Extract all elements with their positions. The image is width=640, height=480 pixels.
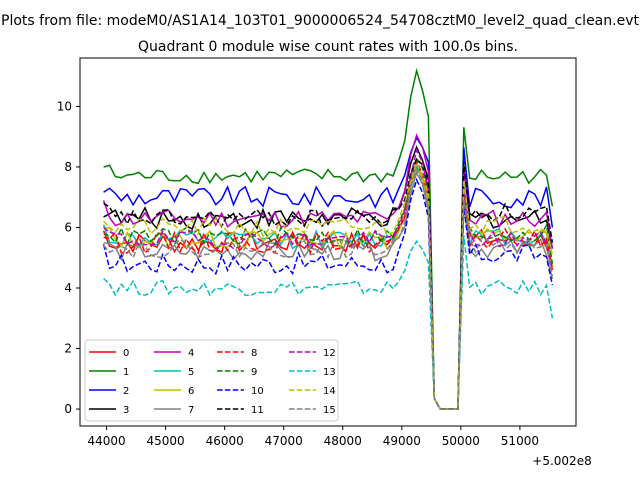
y-tick-label: 10: [57, 99, 72, 113]
series-line-2: [103, 136, 554, 410]
series-line-13: [103, 235, 554, 410]
legend-label-10: 10: [251, 386, 264, 397]
series-line-7: [103, 170, 554, 410]
legend-label-13: 13: [323, 367, 336, 378]
x-tick-label: 46000: [206, 434, 244, 448]
legend-label-9: 9: [251, 367, 257, 378]
x-offset-label: +5.002e8: [532, 454, 591, 468]
axes-frame: [79, 57, 577, 427]
x-axis: 44000 45000 46000 47000 48000 49000 50000 51000: [87, 426, 539, 448]
legend-label-6: 6: [188, 386, 194, 397]
legend-label-4: 4: [188, 348, 194, 359]
x-tick-label: 50000: [442, 434, 480, 448]
legend-label-11: 11: [251, 405, 264, 416]
legend-label-3: 3: [123, 405, 129, 416]
y-tick-label: 6: [64, 220, 72, 234]
series-line-12: [103, 147, 554, 410]
series-line-3: [103, 145, 554, 410]
y-tick-label: 4: [64, 281, 72, 295]
series-line-8: [103, 158, 554, 410]
plot-area: [102, 67, 554, 410]
y-tick-label: 8: [64, 160, 72, 174]
x-tick-label: 51000: [501, 434, 539, 448]
legend-label-12: 12: [323, 348, 336, 359]
legend-label-5: 5: [188, 367, 194, 378]
chart-title: Quadrant 0 module wise count rates with …: [138, 39, 518, 55]
y-axis: 0 2 4 6 8 10: [57, 99, 80, 416]
series-line-15: [103, 167, 554, 410]
series-line-1: [103, 67, 554, 410]
legend-box: [84, 339, 339, 422]
y-tick-label: 0: [64, 402, 72, 416]
legend-label-14: 14: [323, 386, 336, 397]
legend-label-0: 0: [123, 348, 129, 359]
chart-suptitle: Plots from file: modeM0/AS1A14_103T01_90…: [1, 13, 639, 29]
legend-label-8: 8: [251, 348, 257, 359]
legend-label-7: 7: [188, 405, 194, 416]
x-tick-label: 48000: [324, 434, 362, 448]
legend-label-1: 1: [123, 367, 129, 378]
series-line-11: [103, 157, 554, 410]
y-tick-label: 2: [64, 342, 72, 356]
legend-label-15: 15: [323, 405, 336, 416]
x-tick-label: 44000: [87, 434, 125, 448]
legend-label-2: 2: [123, 386, 129, 397]
x-tick-label: 49000: [383, 434, 421, 448]
x-tick-label: 47000: [265, 434, 303, 448]
x-tick-label: 45000: [147, 434, 185, 448]
series-line-14: [103, 160, 554, 410]
